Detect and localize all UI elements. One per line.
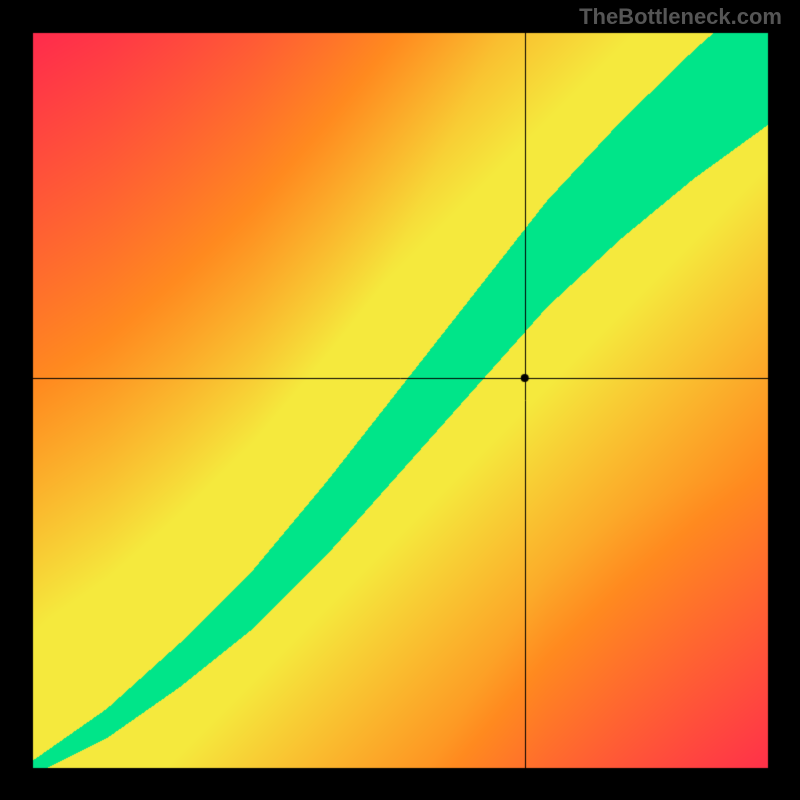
watermark-text: TheBottleneck.com bbox=[579, 4, 782, 30]
bottleneck-heatmap bbox=[0, 0, 800, 800]
chart-container: TheBottleneck.com bbox=[0, 0, 800, 800]
